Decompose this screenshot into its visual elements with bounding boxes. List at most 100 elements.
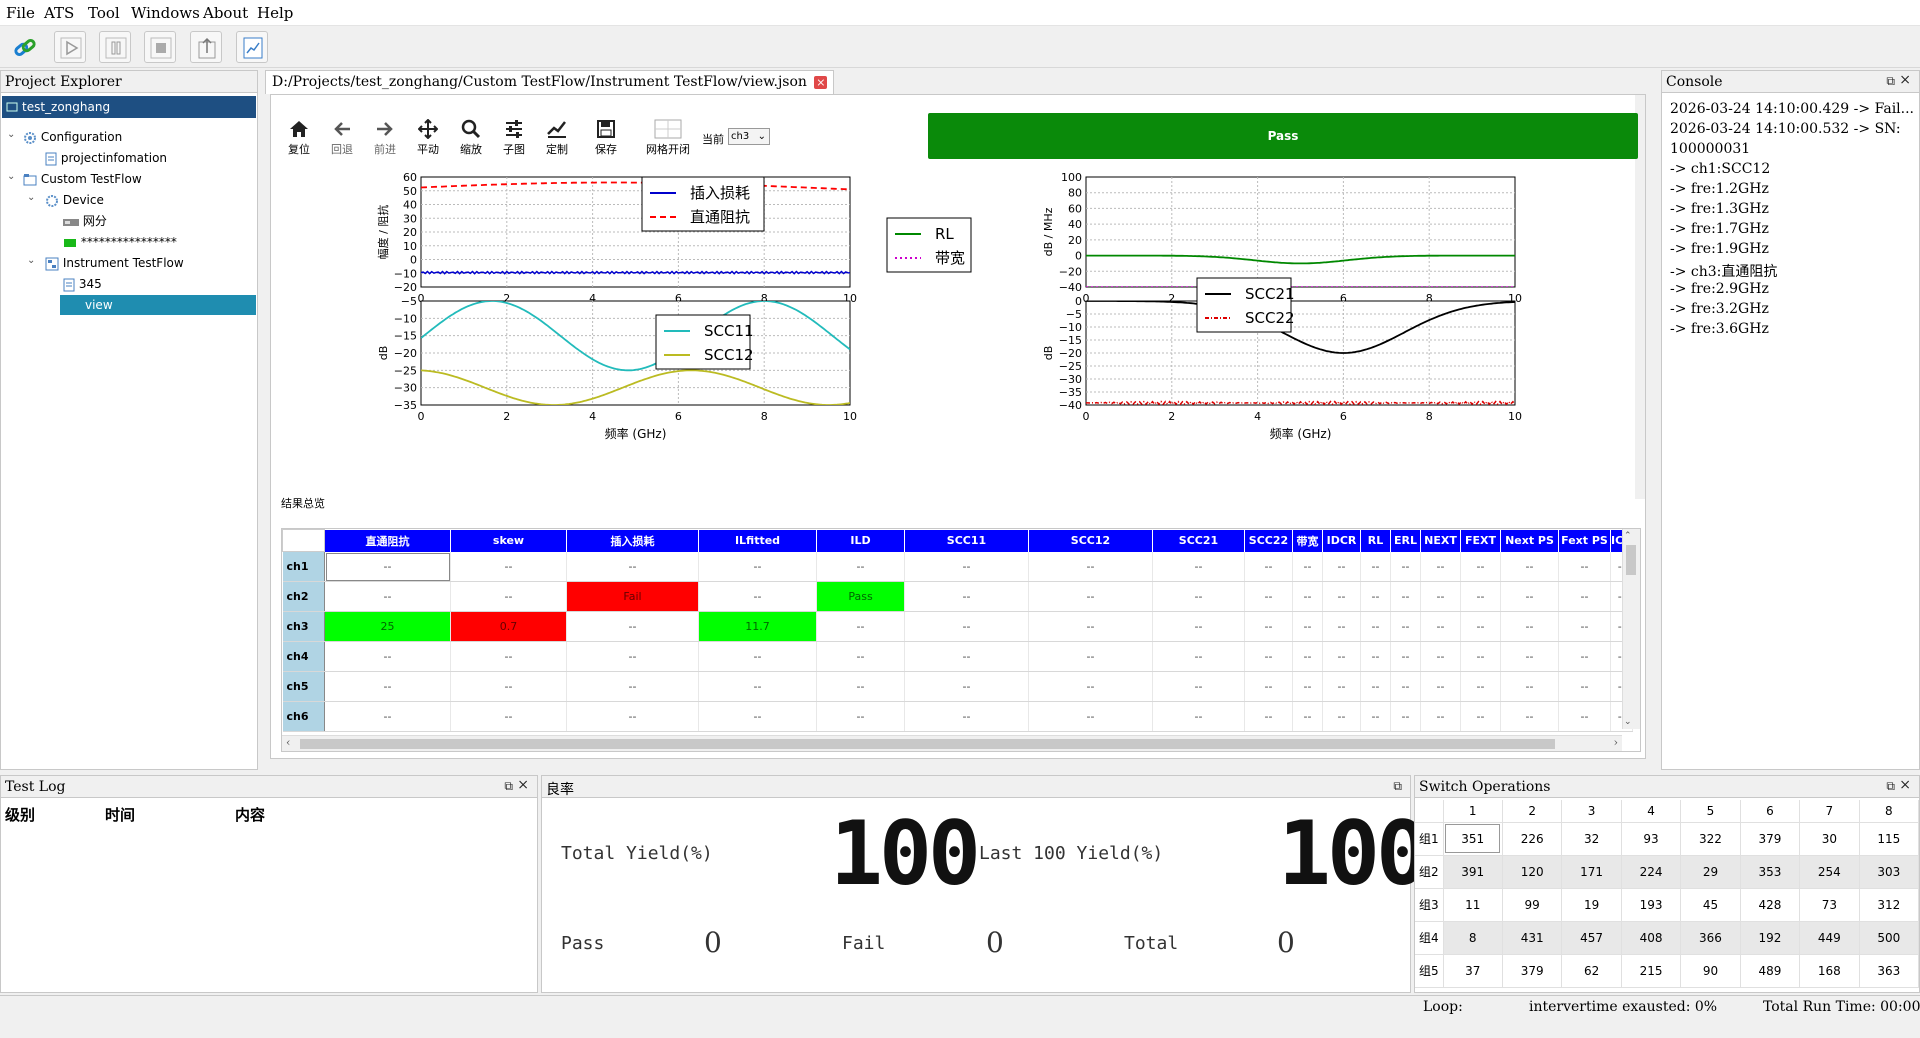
result-cell[interactable]: --: [1390, 581, 1421, 612]
row-header[interactable]: ch1: [282, 551, 325, 582]
result-cell[interactable]: --: [1292, 551, 1323, 582]
result-cell[interactable]: --: [1322, 551, 1361, 582]
result-cell[interactable]: --: [1500, 701, 1559, 732]
tree-item-instrument-testflow[interactable]: Instrument TestFlow: [45, 253, 184, 273]
result-cell[interactable]: --: [1360, 671, 1391, 702]
result-cell[interactable]: --: [904, 581, 1029, 612]
result-cell[interactable]: --: [698, 581, 817, 612]
result-cell[interactable]: --: [1028, 611, 1153, 642]
tree-item-configuration[interactable]: Configuration: [23, 127, 122, 147]
undock-icon[interactable]: ⧉: [504, 779, 513, 793]
result-cell[interactable]: --: [1244, 701, 1293, 732]
pan-button[interactable]: 平动: [409, 119, 447, 159]
result-cell[interactable]: --: [1292, 581, 1323, 612]
switch-cell[interactable]: 11: [1443, 888, 1503, 922]
tree-item-device-id[interactable]: ****************: [63, 232, 177, 252]
expand-icon[interactable]: ⌄: [7, 171, 16, 182]
switch-cell[interactable]: 168: [1799, 954, 1860, 988]
result-cell[interactable]: --: [1500, 551, 1559, 582]
switch-cell[interactable]: 363: [1859, 954, 1920, 988]
customize-button[interactable]: 定制: [538, 119, 576, 159]
column-header[interactable]: SCC11: [904, 529, 1029, 552]
expand-icon[interactable]: ⌄: [7, 129, 16, 140]
switch-cell[interactable]: 457: [1561, 921, 1622, 955]
result-cell[interactable]: --: [1152, 671, 1245, 702]
undock-icon[interactable]: ⧉: [1886, 74, 1895, 88]
tree-item-view[interactable]: view: [60, 295, 256, 315]
result-cell[interactable]: --: [324, 671, 451, 702]
switch-cell[interactable]: 322: [1680, 822, 1741, 856]
grid-horizontal-scrollbar[interactable]: ‹ ›: [282, 735, 1622, 751]
result-cell[interactable]: --: [1152, 701, 1245, 732]
result-cell[interactable]: --: [1390, 671, 1421, 702]
editor-scrollbar[interactable]: [1635, 95, 1645, 499]
result-cell[interactable]: --: [1558, 701, 1611, 732]
result-cell[interactable]: --: [904, 701, 1029, 732]
result-cell[interactable]: --: [698, 641, 817, 672]
result-cell[interactable]: --: [566, 641, 699, 672]
result-cell[interactable]: --: [1292, 611, 1323, 642]
switch-cell[interactable]: 408: [1621, 921, 1682, 955]
result-cell[interactable]: 25: [324, 611, 451, 642]
result-cell[interactable]: --: [1244, 581, 1293, 612]
result-cell[interactable]: --: [1558, 581, 1611, 612]
switch-cell[interactable]: 226: [1502, 822, 1563, 856]
column-header[interactable]: SCC21: [1152, 529, 1245, 552]
result-cell[interactable]: --: [1460, 551, 1501, 582]
result-cell[interactable]: --: [816, 611, 905, 642]
switch-cell[interactable]: 62: [1561, 954, 1622, 988]
switch-cell[interactable]: 171: [1561, 855, 1622, 889]
switch-cell[interactable]: 73: [1799, 888, 1860, 922]
switch-cell[interactable]: 500: [1859, 921, 1920, 955]
project-root[interactable]: test_zonghang: [2, 96, 256, 118]
column-header[interactable]: Next PS: [1500, 529, 1559, 552]
result-cell[interactable]: --: [1322, 671, 1361, 702]
pause-button[interactable]: [99, 31, 131, 63]
result-cell[interactable]: --: [1390, 701, 1421, 732]
column-header[interactable]: SCC22: [1244, 529, 1293, 552]
result-cell[interactable]: --: [698, 671, 817, 702]
grid-vertical-scrollbar[interactable]: ⌃ ⌄: [1622, 529, 1640, 729]
close-icon[interactable]: ×: [1899, 777, 1911, 793]
tree-item-345[interactable]: 345: [63, 274, 102, 294]
switch-cell[interactable]: 29: [1680, 855, 1741, 889]
result-cell[interactable]: --: [1500, 581, 1559, 612]
result-cell[interactable]: --: [1390, 551, 1421, 582]
switch-cell[interactable]: 312: [1859, 888, 1920, 922]
result-cell[interactable]: --: [816, 671, 905, 702]
result-cell[interactable]: --: [1460, 701, 1501, 732]
export-button[interactable]: [190, 31, 222, 63]
editor-tab[interactable]: D:/Projects/test_zonghang/Custom TestFlo…: [265, 70, 835, 94]
result-cell[interactable]: --: [816, 641, 905, 672]
result-cell[interactable]: --: [566, 611, 699, 642]
current-channel-select[interactable]: ch3 ⌄: [728, 128, 770, 145]
column-header[interactable]: NEXT: [1420, 529, 1461, 552]
switch-cell[interactable]: 489: [1740, 954, 1801, 988]
result-cell[interactable]: --: [1390, 611, 1421, 642]
close-icon[interactable]: ×: [1899, 72, 1911, 88]
switch-cell[interactable]: 379: [1740, 822, 1801, 856]
switch-cell[interactable]: 428: [1740, 888, 1801, 922]
result-cell[interactable]: --: [1028, 701, 1153, 732]
column-header[interactable]: 插入损耗: [566, 529, 699, 552]
stop-button[interactable]: [144, 31, 176, 63]
tree-item-device[interactable]: Device: [45, 190, 104, 210]
result-cell[interactable]: --: [1558, 671, 1611, 702]
switch-cell[interactable]: 93: [1621, 822, 1682, 856]
result-cell[interactable]: --: [1322, 581, 1361, 612]
result-cell[interactable]: --: [1028, 641, 1153, 672]
result-cell[interactable]: --: [1420, 671, 1461, 702]
result-cell[interactable]: --: [904, 551, 1029, 582]
switch-cell[interactable]: 431: [1502, 921, 1563, 955]
switch-cell[interactable]: 115: [1859, 822, 1920, 856]
tree-item-projectinfo[interactable]: projectinfomation: [45, 148, 167, 168]
expand-icon[interactable]: ⌄: [27, 255, 36, 266]
menu-tool[interactable]: Tool: [88, 4, 120, 22]
row-header[interactable]: ch4: [282, 641, 325, 672]
result-cell[interactable]: --: [566, 701, 699, 732]
result-cell[interactable]: --: [1420, 641, 1461, 672]
result-cell[interactable]: --: [1460, 611, 1501, 642]
switch-cell[interactable]: 8: [1443, 921, 1503, 955]
result-cell[interactable]: --: [1360, 641, 1391, 672]
zoom-button[interactable]: 缩放: [452, 119, 490, 159]
